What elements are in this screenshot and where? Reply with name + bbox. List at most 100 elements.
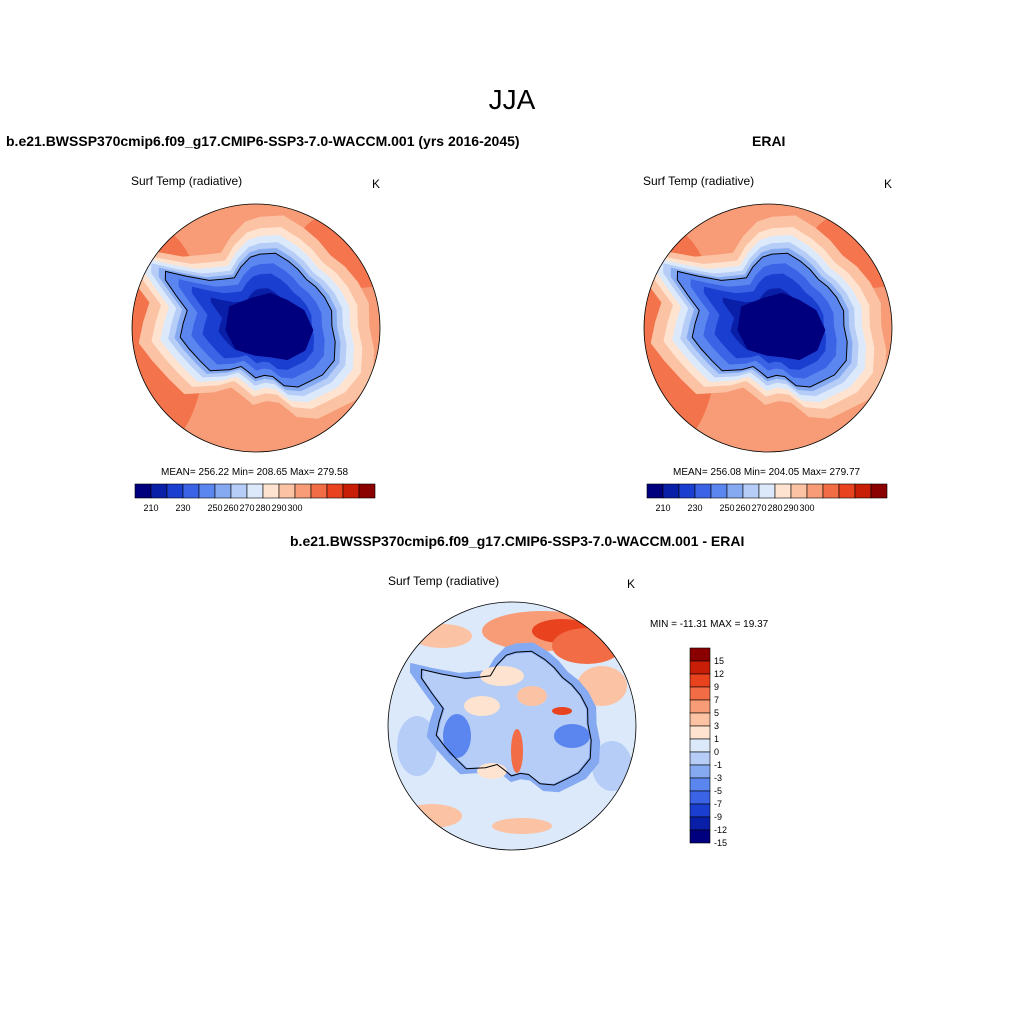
- panel-1-colorbar-box: [182, 483, 200, 499]
- figure-title: JJA: [488, 84, 536, 115]
- panel-1-variable: Surf Temp (radiative): [131, 174, 243, 188]
- panel-2-colorbar: 210 230 250 260 270 280 290 300: [646, 483, 888, 513]
- panel-3-stats: MIN = -11.31 MAX = 19.37: [650, 619, 769, 630]
- panel-1-colorbar-box: [278, 483, 296, 499]
- panel-3-colorbar-tick-label: 12: [714, 669, 724, 679]
- panel-1-colorbar-box: [326, 483, 344, 499]
- panel-3-colorbar-box: [689, 673, 711, 688]
- panel-3-anomaly-patch: [477, 763, 507, 779]
- panel-3-coastline: [420, 650, 592, 786]
- panel-1-colorbar-box: [262, 483, 280, 499]
- panel-3-colorbar-tick-label: -7: [714, 799, 722, 809]
- panel-2-colorbar-tick-label: 280: [767, 503, 782, 513]
- panel-3-anomaly-patch: [397, 716, 437, 776]
- panel-2-colorbar-box: [790, 483, 808, 499]
- panel-3-colorbar-box: [689, 816, 711, 831]
- panel-2-colorbar-box: [694, 483, 712, 499]
- panel-1-units: K: [372, 177, 381, 191]
- panel-3-anomaly-patch: [412, 624, 472, 648]
- panel-1-colorbar-box: [198, 483, 216, 499]
- panel-2-units: K: [884, 177, 893, 191]
- panel-1-colorbar-box: [310, 483, 328, 499]
- panel-1-colorbar-tick-label: 260: [223, 503, 238, 513]
- panel-2-colorbar-tick-label: 230: [687, 503, 702, 513]
- panel-1-colorbar: 210 230 250 260 270 280 290 300: [134, 483, 376, 513]
- panel-2-stats: MEAN= 256.08 Min= 204.05 Max= 279.77: [673, 467, 861, 478]
- panel-2-map-border: [643, 203, 893, 453]
- panel-1-colorbar-tick-label: 270: [239, 503, 254, 513]
- panel-2-colorbar-tick-label: 290: [783, 503, 798, 513]
- panel-3-units: K: [627, 577, 636, 591]
- panel-1-coastline: [164, 252, 336, 388]
- panel-3-colorbar: 15 12 9 7 5 3 1 0 -1 -3 -5 -7 -9 -12 -15: [689, 647, 727, 848]
- panel-3-colorbar-box: [689, 712, 711, 727]
- panel-1-colorbar-box: [342, 483, 360, 499]
- panel-3-colorbar-tick-label: -12: [714, 825, 727, 835]
- panel-2-colorbar-box: [726, 483, 744, 499]
- panel-2-colorbar-tick-label: 260: [735, 503, 750, 513]
- panel-3-colorbar-tick-label: -5: [714, 786, 722, 796]
- panel-1-title: b.e21.BWSSP370cmip6.f09_g17.CMIP6-SSP3-7…: [6, 133, 520, 149]
- panel-2-colorbar-tick-label: 270: [751, 503, 766, 513]
- panel-2-colorbar-box: [774, 483, 792, 499]
- panel-1-colorbar-box: [294, 483, 312, 499]
- panel-1-colorbar-box: [166, 483, 184, 499]
- panel-3-map: [387, 601, 637, 851]
- panel-2-colorbar-box: [854, 483, 872, 499]
- panel-3-colorbar-tick-label: 1: [714, 734, 719, 744]
- panel-3-anomaly-patch: [492, 818, 552, 834]
- panel-3-anomaly-patch: [592, 741, 632, 791]
- panel-3-anomaly-patch: [552, 628, 622, 664]
- panel-1-colorbar-tick-label: 210: [143, 503, 158, 513]
- panel-3-colorbar-box: [689, 790, 711, 805]
- panel-1-colorbar-box: [358, 483, 376, 499]
- panel-1-colorbar-tick-label: 280: [255, 503, 270, 513]
- panel-3-colorbar-box: [689, 725, 711, 740]
- panel-2-colorbar-tick-label: 300: [799, 503, 814, 513]
- panel-2-colorbar-tick-label: 250: [719, 503, 734, 513]
- panel-3-colorbar-tick-label: 3: [714, 721, 719, 731]
- panel-3-colorbar-tick-label: 5: [714, 708, 719, 718]
- panel-3-colorbar-box: [689, 751, 711, 766]
- panel-1-colorbar-box: [230, 483, 248, 499]
- panel-3-colorbar-box: [689, 777, 711, 792]
- panel-1-colorbar-box: [246, 483, 264, 499]
- panel-1-stats: MEAN= 256.22 Min= 208.65 Max= 279.58: [161, 467, 349, 478]
- panel-1-colorbar-tick-label: 290: [271, 503, 286, 513]
- panel-3-anomaly-patch: [552, 707, 572, 715]
- panel-2-colorbar-box: [822, 483, 840, 499]
- panel-3-anomaly-patch: [443, 714, 471, 758]
- panel-2-colorbar-box: [758, 483, 776, 499]
- panel-3-colorbar-box: [689, 647, 711, 662]
- panel-3-colorbar-tick-label: 0: [714, 747, 719, 757]
- panel-3-anomaly-patch: [402, 804, 462, 828]
- panel-3-colorbar-tick-label: -9: [714, 812, 722, 822]
- panel-3-anomaly-patch: [511, 729, 523, 773]
- panel-3-anomaly-patch: [554, 724, 590, 748]
- panel-3-variable: Surf Temp (radiative): [388, 574, 500, 588]
- panel-2-colorbar-box: [662, 483, 680, 499]
- panel-1-colorbar-tick-label: 250: [207, 503, 222, 513]
- panel-3-anomaly-patch: [464, 696, 500, 716]
- panel-1-coldest-region: [225, 292, 314, 361]
- panel-2-colorbar-box: [806, 483, 824, 499]
- panel-1-map: [131, 203, 381, 453]
- panel-2-map: [643, 203, 893, 453]
- panel-2-colorbar-tick-label: 210: [655, 503, 670, 513]
- panel-3-map-border: [387, 601, 637, 851]
- panel-2-colorbar-box: [742, 483, 760, 499]
- panel-2-coastline: [676, 252, 848, 388]
- panel-1-colorbar-tick-label: 300: [287, 503, 302, 513]
- panel-2-variable: Surf Temp (radiative): [643, 174, 755, 188]
- panel-2-title: ERAI: [752, 133, 786, 149]
- panel-1-colorbar-box: [150, 483, 168, 499]
- panel-3-colorbar-box: [689, 738, 711, 753]
- panel-3-colorbar-box: [689, 803, 711, 818]
- panel-3-anomaly-patch: [480, 666, 524, 686]
- panel-3-colorbar-tick-label: -3: [714, 773, 722, 783]
- panel-3-colorbar-tick-label: 9: [714, 682, 719, 692]
- panel-3-title: b.e21.BWSSP370cmip6.f09_g17.CMIP6-SSP3-7…: [290, 533, 745, 549]
- panel-1-colorbar-tick-label: 230: [175, 503, 190, 513]
- panel-3-colorbar-tick-label: 7: [714, 695, 719, 705]
- panel-3-colorbar-tick-label: 15: [714, 656, 724, 666]
